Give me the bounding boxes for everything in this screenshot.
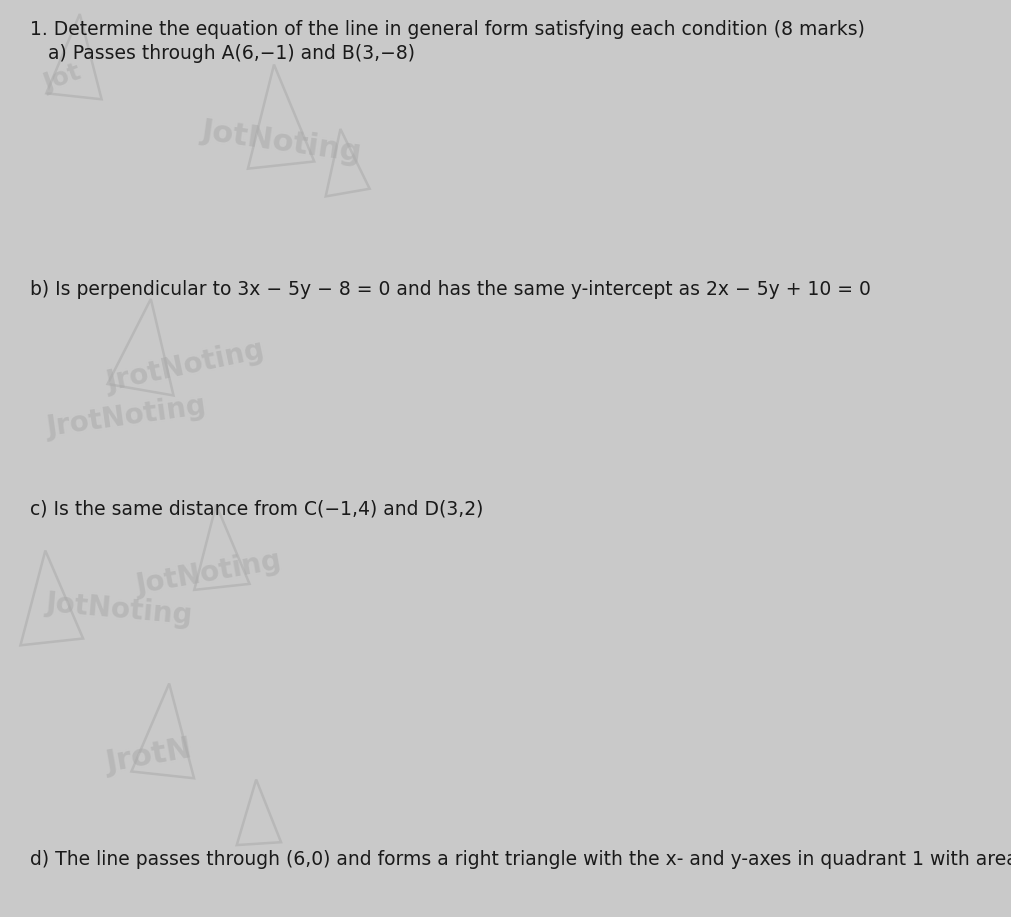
Text: Jot: Jot — [40, 61, 85, 95]
Text: c) Is the same distance from C(−1,4) and D(3,2): c) Is the same distance from C(−1,4) and… — [29, 500, 483, 519]
Text: d) The line passes through (6,0) and forms a right triangle with the x- and y-ax: d) The line passes through (6,0) and for… — [29, 850, 1011, 869]
Text: JotNoting: JotNoting — [133, 547, 283, 600]
Text: JrotN: JrotN — [103, 735, 194, 779]
Text: JotNoting: JotNoting — [44, 590, 194, 630]
Text: JotNoting: JotNoting — [200, 116, 364, 168]
Text: JrotNoting: JrotNoting — [44, 392, 208, 442]
Text: JrotNoting: JrotNoting — [103, 337, 267, 397]
Text: 1. Determine the equation of the line in general form satisfying each condition : 1. Determine the equation of the line in… — [29, 20, 864, 39]
Text: a) Passes through A(6,−1) and B(3,−8): a) Passes through A(6,−1) and B(3,−8) — [29, 44, 415, 63]
Text: b) Is perpendicular to 3x − 5y − 8 = 0 and has the same y-intercept as 2x − 5y +: b) Is perpendicular to 3x − 5y − 8 = 0 a… — [29, 280, 870, 299]
